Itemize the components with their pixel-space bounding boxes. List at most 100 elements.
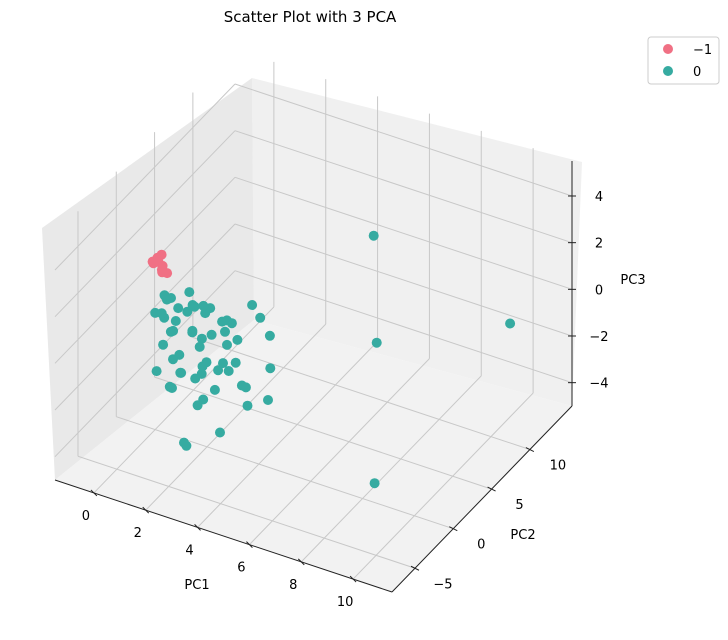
data-point-series-2 [184, 287, 195, 298]
legend-marker-series-1 [663, 44, 673, 54]
chart-title: Scatter Plot with 3 PCA [224, 8, 397, 26]
data-point-series-2 [230, 357, 241, 368]
data-point-series-2 [179, 437, 189, 448]
data-point-series-2 [232, 334, 243, 345]
grid-line-z [54, 83, 236, 271]
data-point-series-2 [264, 330, 275, 341]
data-point-series-2 [263, 395, 273, 405]
data-point-series-2 [197, 361, 208, 372]
data-point-series-2 [215, 427, 225, 438]
z-tick-label: −4 [589, 377, 608, 392]
x-axis-line [54, 479, 393, 593]
data-point-series-2 [156, 308, 167, 319]
data-point-series-2 [369, 478, 380, 489]
data-point-series-2 [196, 333, 207, 344]
x-tick-label: 8 [289, 578, 297, 593]
data-point-series-2 [158, 339, 169, 350]
grid-line-z [234, 83, 573, 197]
y-tick-label: 5 [515, 498, 523, 513]
z-tick-label: 4 [595, 190, 603, 205]
grid-line-x [300, 375, 482, 563]
data-point-series-2 [505, 318, 516, 329]
data-point-series-2 [209, 384, 220, 395]
data-point-series-2 [220, 326, 230, 337]
legend-label-series-2: 0 [693, 65, 701, 80]
z-axis-label: PC3 [620, 273, 645, 288]
data-point-series-2 [222, 339, 232, 350]
x-tick-mark [246, 541, 253, 548]
data-point-series-2 [242, 400, 253, 411]
pane-floor [55, 320, 572, 592]
data-point-series-2 [198, 300, 209, 311]
grid-line-x [352, 392, 534, 580]
data-point-series-2 [168, 325, 179, 336]
data-point-series-2 [213, 365, 224, 376]
data-point-series-2 [190, 373, 201, 384]
grid-line-z [54, 176, 236, 364]
data-point-series-2 [206, 329, 217, 340]
x-tick-mark [90, 489, 98, 497]
grid-line-y [116, 416, 454, 530]
grid-line-z [234, 130, 573, 244]
x-tick-label: 10 [337, 595, 354, 610]
grid-lines [54, 61, 573, 593]
x-axis-label: PC1 [184, 578, 209, 593]
grid-line-z [54, 130, 236, 318]
data-point-series-2 [164, 381, 175, 392]
data-point-series-2 [187, 327, 198, 338]
data-point-series-2 [255, 312, 266, 323]
y-axis-label: PC2 [510, 528, 535, 543]
data-point-series-2 [192, 400, 203, 411]
grid-line-z [234, 223, 573, 337]
x-tick-label: 6 [237, 561, 245, 576]
z-tick-label: 0 [595, 283, 603, 298]
y-tick-label: −5 [433, 577, 452, 592]
x-tick-mark [297, 558, 305, 566]
x-tick-label: 0 [82, 509, 90, 524]
data-point-series-2 [189, 301, 200, 312]
grid-line-z [234, 270, 573, 384]
data-point-series-2 [151, 366, 162, 377]
grid-line-x [145, 323, 327, 511]
grid-line-y [77, 455, 416, 569]
data-point-series-2 [194, 341, 205, 352]
data-point-series-2 [371, 337, 382, 348]
x-tick-mark [349, 575, 357, 583]
data-point-series-1 [147, 256, 158, 267]
grid-line-x [197, 341, 378, 528]
data-point-series-2 [170, 316, 181, 326]
data-point-series-1 [156, 264, 167, 275]
y-tick-mark [525, 447, 535, 452]
y-tick-label: 10 [550, 459, 567, 474]
y-tick-mark [410, 565, 420, 571]
x-tick-label: 4 [185, 543, 193, 558]
pane-back-x [252, 78, 582, 406]
data-point-series-2 [223, 366, 234, 376]
data-points [147, 230, 516, 489]
x-tick-mark [194, 524, 201, 531]
data-point-series-2 [173, 303, 184, 314]
z-tick-label: 2 [595, 237, 603, 252]
y-axis-line [391, 405, 573, 593]
x-tick-label: 2 [134, 526, 142, 541]
grid-line-z [234, 176, 573, 290]
legend: −1 0 [647, 36, 720, 85]
y-tick-mark [449, 526, 458, 532]
data-point-series-2 [240, 382, 251, 393]
data-point-series-2 [265, 363, 276, 374]
tick-labels: 0 2 4 6 8 10 −5 0 5 10 −4 −2 0 2 4 [82, 190, 609, 610]
grid-line-y [154, 376, 492, 490]
grid-line-x [93, 306, 275, 494]
data-point-series-2 [166, 293, 176, 303]
grid-line-z [54, 223, 236, 411]
x-tick-mark [142, 506, 150, 514]
y-tick-label: 0 [477, 538, 485, 553]
z-tick-label: −2 [589, 330, 608, 345]
y-tick-mark [487, 486, 496, 492]
pane-back-y [42, 78, 254, 480]
data-point-series-2 [182, 306, 193, 317]
data-point-series-2 [368, 230, 379, 241]
legend-label-series-1: −1 [693, 43, 712, 58]
data-point-series-2 [247, 300, 258, 310]
